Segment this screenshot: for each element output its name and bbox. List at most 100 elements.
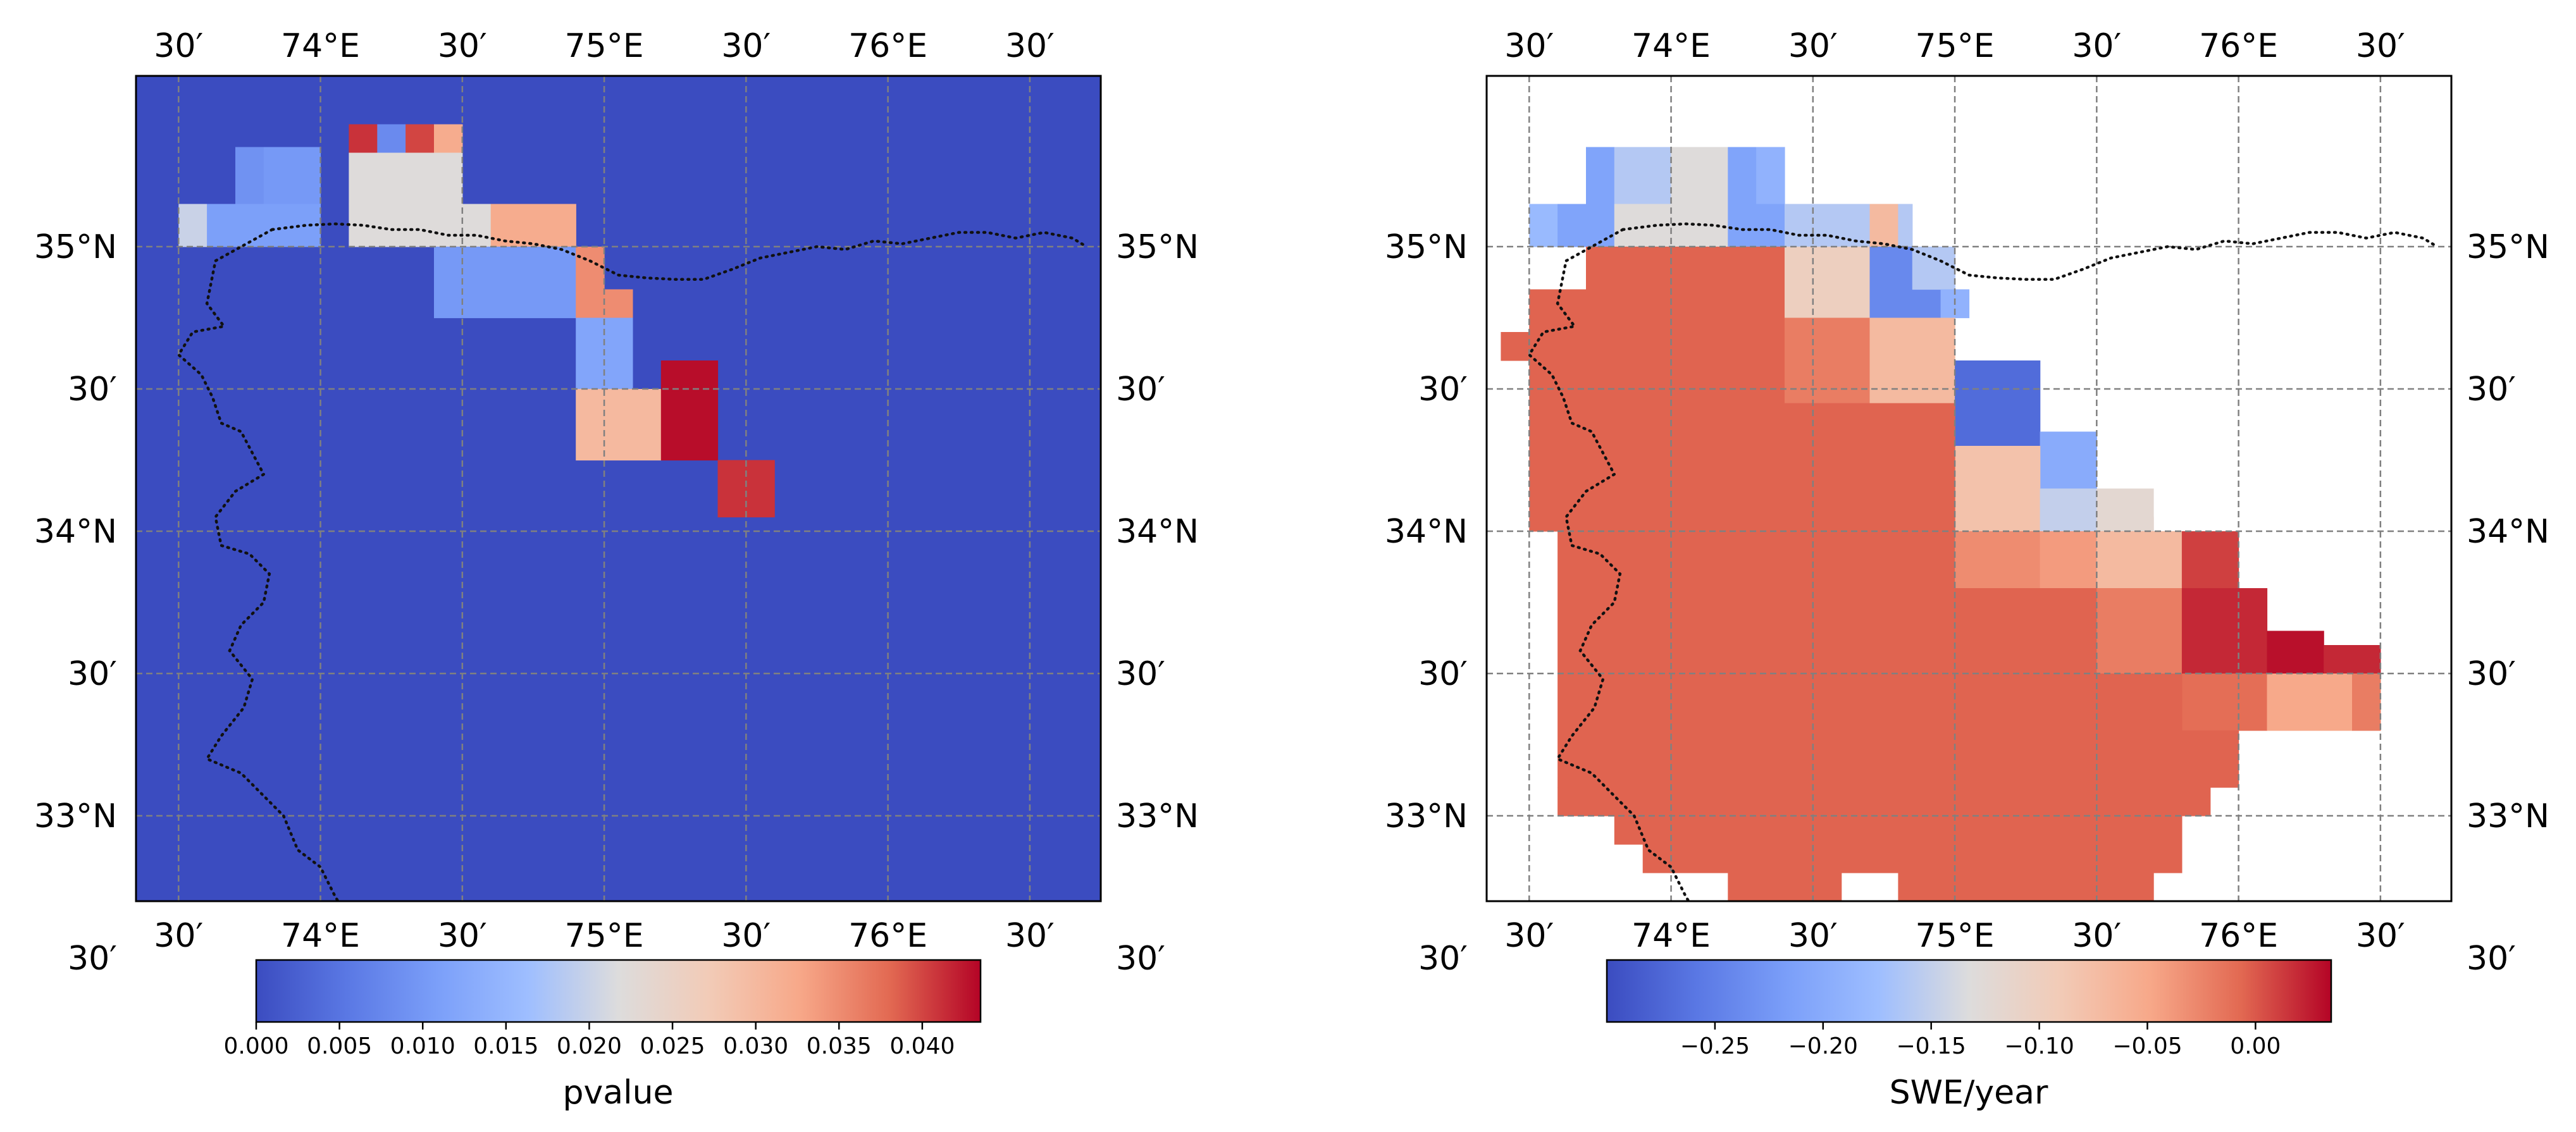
lon-tick-label-bottom: 30′	[721, 917, 771, 955]
lon-tick-label-top: 30′	[438, 27, 487, 65]
grid-cell	[434, 247, 576, 290]
colorbar-tick-label: 0.020	[557, 1033, 622, 1059]
lon-tick-label-bottom: 75°E	[565, 917, 644, 955]
boundary-line	[271, 222, 1088, 281]
colorbar-tick-label: 0.040	[889, 1033, 955, 1059]
grid-cell	[377, 124, 406, 154]
grid-cell	[2125, 517, 2154, 532]
grid-cell	[434, 289, 576, 319]
grid-cell	[1869, 204, 1898, 247]
colorbar-tick-label: −0.20	[1788, 1033, 1858, 1059]
grid-cell	[1614, 816, 1898, 845]
grid-cell	[1671, 147, 1728, 205]
lon-tick-label-bottom: 74°E	[1632, 917, 1711, 955]
grid-cell	[1614, 147, 1672, 205]
colorbar-tick-label: −0.15	[1897, 1033, 1966, 1059]
lon-tick-label-bottom: 30′	[2072, 917, 2121, 955]
lon-tick-label-top: 76°E	[848, 27, 927, 65]
colorbar-tick-label: 0.005	[307, 1033, 372, 1059]
lat-tick-label-right: 30′	[2467, 940, 2516, 978]
grid-cell	[2040, 431, 2097, 489]
lat-tick-label-right: 35°N	[1116, 228, 1199, 266]
colorbar: 0.000 0.005 0.010 0.015 0.020 0.025 0.030 0.035…	[223, 959, 982, 1112]
lat-tick-label-right: 34°N	[1116, 513, 1199, 551]
grid-cell	[2096, 674, 2183, 788]
gridlines	[136, 76, 1101, 901]
colorbar-tick-label: −0.25	[1680, 1033, 1750, 1059]
colorbar-tick-label: 0.025	[640, 1033, 705, 1059]
grid-cell	[717, 460, 775, 518]
lon-tick-label-bottom: 30′	[1504, 917, 1554, 955]
colorbar-tick-label: 0.000	[223, 1033, 288, 1059]
grid-cell	[1955, 588, 2097, 788]
grid-cell	[434, 124, 463, 154]
lon-tick-label-bottom: 30′	[1788, 917, 1838, 955]
grid-cell	[235, 147, 264, 205]
lat-tick-label-left: 34°N	[1385, 513, 1468, 551]
lat-tick-label-left: 34°N	[34, 513, 117, 551]
colorbar-ticks: 0.000 0.005 0.010 0.015 0.020 0.025 0.030 0.035…	[223, 1022, 955, 1059]
lon-tick-label-top: 30′	[1005, 27, 1055, 65]
colorbar-tick-label: 0.030	[723, 1033, 788, 1059]
lat-tick-label-right: 34°N	[2467, 513, 2549, 551]
lon-tick-label-top: 76°E	[2199, 27, 2278, 65]
lon-tick-label-top: 75°E	[565, 27, 644, 65]
lon-tick-label-bottom: 76°E	[2199, 917, 2278, 955]
lon-tick-label-top: 30′	[1504, 27, 1554, 65]
colorbar-tick-label: 0.00	[2230, 1033, 2281, 1059]
boundary-line	[176, 228, 340, 901]
colorbar-label: pvalue	[562, 1074, 673, 1112]
tick-labels: 30′ 30′ 74°E 74°E 30′ 30′ 75°E 75°E 30′ 30′ 76°E 76…	[34, 27, 1199, 978]
grid-cell	[1728, 147, 1757, 205]
grid-cell	[2181, 674, 2268, 731]
lon-tick-label-top: 30′	[721, 27, 771, 65]
colorbar-tick-label: 0.035	[807, 1033, 872, 1059]
grid-cell	[1898, 204, 1913, 247]
lat-tick-label-right: 30′	[1116, 655, 1165, 693]
lat-tick-label-right: 30′	[1116, 940, 1165, 978]
country-boundary	[176, 222, 1088, 901]
grid-cell	[1529, 317, 1785, 532]
lat-tick-label-left: 30′	[1418, 371, 1468, 409]
lon-tick-label-top: 30′	[2072, 27, 2121, 65]
pvalue-map-panel: 30′ 30′ 74°E 74°E 30′ 30′ 75°E 75°E 30′ 30′ 76°E 76…	[34, 27, 1199, 1112]
lat-tick-label-right: 33°N	[2467, 797, 2549, 835]
grid-cell	[2267, 674, 2353, 731]
grid-cell	[349, 204, 492, 247]
colorbar: −0.25 −0.20 −0.15 −0.10 −0.05 0.00 SWE/year	[1606, 959, 2332, 1112]
lon-tick-label-top: 75°E	[1916, 27, 1995, 65]
grid-cell	[1955, 446, 2041, 532]
grid-cell	[1586, 147, 1615, 205]
colorbar-ticks: −0.25 −0.20 −0.15 −0.10 −0.05 0.00	[1680, 1022, 2281, 1059]
lat-tick-label-left: 33°N	[34, 797, 117, 835]
grid-cell	[2181, 588, 2268, 674]
lon-tick-label-bottom: 30′	[2356, 917, 2405, 955]
lon-tick-label-bottom: 76°E	[848, 917, 927, 955]
grid-cell	[1955, 787, 2211, 816]
lon-tick-label-top: 74°E	[281, 27, 360, 65]
colorbar-tick-label: −0.10	[2004, 1033, 2074, 1059]
lat-tick-label-right: 33°N	[1116, 797, 1199, 835]
grid-cell	[1557, 787, 1955, 816]
grid-cell	[2181, 730, 2239, 788]
map-frame	[135, 75, 1102, 902]
colorbar-tick-label: 0.010	[390, 1033, 455, 1059]
grid-cell	[1557, 531, 1955, 788]
lat-tick-label-left: 30′	[68, 371, 117, 409]
grid-cell	[2096, 588, 2183, 674]
gridlines	[1487, 76, 2451, 901]
lat-tick-label-left: 33°N	[1385, 797, 1468, 835]
lat-tick-label-right: 30′	[1116, 371, 1165, 409]
colorbar-label: SWE/year	[1890, 1074, 2048, 1112]
lat-tick-label-left: 35°N	[34, 228, 117, 266]
lon-tick-label-top: 30′	[1788, 27, 1838, 65]
grid-cell	[1869, 317, 1955, 404]
grid-cell	[263, 147, 321, 205]
grid-cell	[406, 124, 435, 154]
grid-cell	[207, 204, 321, 247]
grid-cell	[2040, 531, 2097, 589]
grid-cell	[1756, 147, 1785, 205]
grid-cell	[349, 124, 378, 154]
grid-cell	[660, 360, 719, 461]
